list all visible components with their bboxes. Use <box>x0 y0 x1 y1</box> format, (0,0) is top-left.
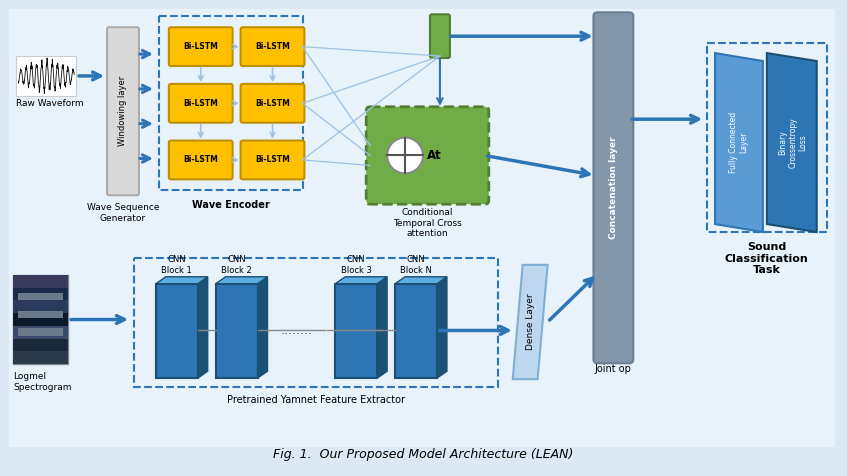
FancyBboxPatch shape <box>169 27 233 66</box>
Text: Pretrained Yamnet Feature Extractor: Pretrained Yamnet Feature Extractor <box>227 395 405 405</box>
Text: CNN
Block N: CNN Block N <box>400 256 432 275</box>
FancyBboxPatch shape <box>366 107 489 204</box>
Text: Fig. 1.  Our Proposed Model Architecture (LEAN): Fig. 1. Our Proposed Model Architecture … <box>273 448 573 461</box>
Bar <box>134 258 498 387</box>
Polygon shape <box>216 277 268 284</box>
Text: CNN
Block 2: CNN Block 2 <box>221 256 252 275</box>
FancyBboxPatch shape <box>241 140 304 179</box>
Bar <box>216 284 257 378</box>
FancyBboxPatch shape <box>169 84 233 123</box>
Text: Bi-LSTM: Bi-LSTM <box>183 99 219 108</box>
Text: CNN
Block 3: CNN Block 3 <box>340 256 372 275</box>
Text: Bi-LSTM: Bi-LSTM <box>183 156 219 165</box>
Polygon shape <box>767 53 817 232</box>
Text: Fully Connected
Layer: Fully Connected Layer <box>729 112 749 173</box>
Bar <box>19 328 64 336</box>
Bar <box>395 284 437 378</box>
Text: Windowing layer: Windowing layer <box>119 76 128 146</box>
Bar <box>707 43 827 232</box>
Polygon shape <box>197 277 208 378</box>
Bar <box>335 284 377 378</box>
Bar <box>14 313 68 326</box>
Bar <box>159 16 303 190</box>
FancyBboxPatch shape <box>169 140 233 179</box>
Text: Logmel
Spectrogram: Logmel Spectrogram <box>14 372 72 392</box>
Polygon shape <box>395 277 447 284</box>
FancyBboxPatch shape <box>241 27 304 66</box>
Text: Joint op: Joint op <box>595 364 632 374</box>
Bar <box>14 326 68 339</box>
Polygon shape <box>437 277 447 378</box>
FancyBboxPatch shape <box>241 84 304 123</box>
Text: Dense Layer: Dense Layer <box>526 294 534 350</box>
Text: CNN
Block 1: CNN Block 1 <box>162 256 192 275</box>
Bar <box>14 300 68 313</box>
Text: Binary
Crossentropy
Loss: Binary Crossentropy Loss <box>778 117 808 168</box>
Polygon shape <box>512 265 548 379</box>
Text: Bi-LSTM: Bi-LSTM <box>255 42 290 51</box>
Polygon shape <box>156 277 208 284</box>
Polygon shape <box>257 277 268 378</box>
Text: Concatenation layer: Concatenation layer <box>609 137 617 239</box>
Text: Wave Encoder: Wave Encoder <box>192 200 270 210</box>
Text: At: At <box>427 149 442 162</box>
Text: Raw Waveform: Raw Waveform <box>16 99 84 108</box>
Bar <box>14 275 68 288</box>
Text: Bi-LSTM: Bi-LSTM <box>183 42 219 51</box>
Polygon shape <box>377 277 387 378</box>
Bar <box>19 310 64 318</box>
Circle shape <box>387 138 423 173</box>
Text: Wave Sequence
Generator: Wave Sequence Generator <box>86 203 159 223</box>
Text: Sound
Classification
Task: Sound Classification Task <box>725 242 809 275</box>
Bar <box>14 339 68 351</box>
Bar <box>14 275 68 364</box>
Polygon shape <box>335 277 387 284</box>
Text: Conditional
Temporal Cross
attention: Conditional Temporal Cross attention <box>393 208 462 238</box>
Bar <box>19 293 64 300</box>
FancyBboxPatch shape <box>107 27 139 195</box>
Bar <box>16 56 76 96</box>
Bar <box>14 351 68 364</box>
Bar <box>156 284 197 378</box>
FancyBboxPatch shape <box>594 12 634 363</box>
Text: Bi-LSTM: Bi-LSTM <box>255 156 290 165</box>
FancyBboxPatch shape <box>430 14 450 58</box>
Polygon shape <box>715 53 763 232</box>
Text: Bi-LSTM: Bi-LSTM <box>255 99 290 108</box>
Text: ........: ........ <box>280 324 313 337</box>
Bar <box>14 288 68 300</box>
